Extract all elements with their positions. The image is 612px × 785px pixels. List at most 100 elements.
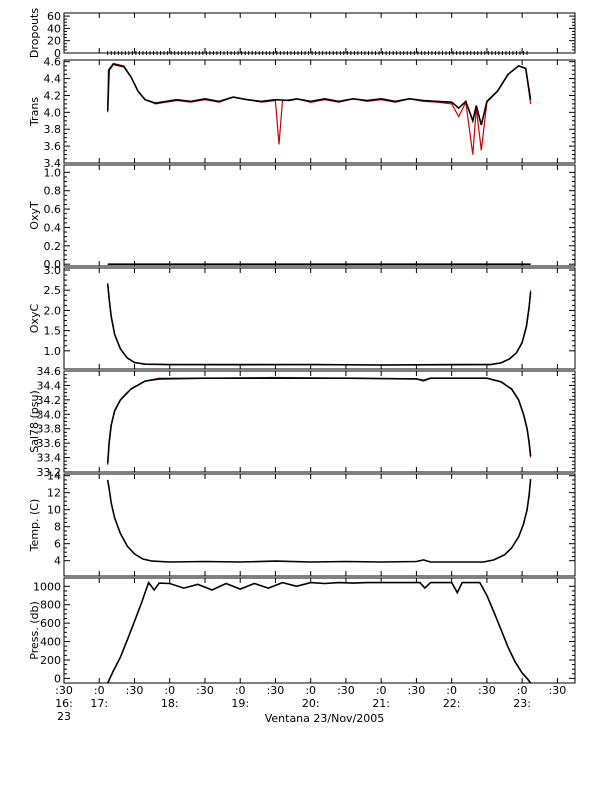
dropout-marker [239, 51, 244, 55]
dropout-marker [362, 51, 367, 55]
dropout-marker [186, 51, 191, 55]
dropout-marker [267, 51, 272, 55]
series-line [107, 62, 532, 155]
dropout-marker [348, 51, 353, 55]
x-tick-label: :30 [478, 684, 496, 697]
y-tick-label: 14 [47, 470, 61, 483]
dropout-marker [384, 51, 389, 55]
y-tick-label: 2.0 [44, 304, 62, 317]
y-tick-label: 2.5 [44, 284, 62, 297]
x-tick-label: :0 [517, 684, 528, 697]
series-line [106, 479, 532, 563]
dropout-marker [158, 51, 163, 55]
dropout-marker [281, 51, 286, 55]
dropout-marker [140, 51, 145, 55]
y-tick-label: 0.0 [44, 258, 62, 271]
x-tick-label: :30 [337, 684, 355, 697]
dropout-marker [112, 51, 117, 55]
dropout-marker [176, 51, 181, 55]
x-tick-label: :0 [94, 684, 105, 697]
y-tick-label: 4.2 [44, 89, 62, 102]
dropout-marker [355, 51, 360, 55]
panel-frame [63, 12, 576, 54]
dropout-marker [151, 51, 156, 55]
y-tick-label: 34.0 [37, 408, 62, 421]
dropout-marker [317, 51, 322, 55]
y-tick-label: 4 [54, 555, 61, 568]
panel-frame [63, 59, 576, 164]
y-axis-label: Temp. (C) [28, 499, 41, 553]
dropout-marker [324, 51, 329, 55]
panel-frame [63, 370, 576, 473]
x-tick-label: :30 [408, 684, 426, 697]
y-tick-label: 34.2 [37, 394, 62, 407]
dropout-marker [169, 51, 174, 55]
dropout-marker [447, 51, 452, 55]
dropout-marker [243, 51, 248, 55]
x-tick-label: :30 [196, 684, 214, 697]
dropout-marker [109, 51, 114, 55]
dropout-marker [207, 51, 212, 55]
dropout-marker [200, 51, 205, 55]
dropout-marker [183, 51, 188, 55]
y-tick-label: 33.2 [37, 466, 62, 479]
dropout-marker [429, 51, 434, 55]
y-tick-label: 8 [54, 521, 61, 534]
y-axis-label: Dropouts [28, 8, 41, 58]
dropout-marker [482, 51, 487, 55]
y-tick-label: 34.6 [37, 365, 62, 378]
y-tick-label: 0.2 [44, 240, 62, 253]
panel-frame [63, 473, 576, 577]
y-tick-label: 40 [47, 22, 61, 35]
y-tick-label: 3.4 [44, 157, 62, 170]
dropout-marker [370, 51, 375, 55]
dropout-marker [465, 51, 470, 55]
dropout-marker [422, 51, 427, 55]
y-tick-label: 0.6 [44, 203, 62, 216]
dropout-marker [514, 51, 519, 55]
dropout-marker [503, 51, 508, 55]
y-tick-label: 400 [40, 636, 61, 649]
dropout-marker [341, 51, 346, 55]
y-tick-label: 800 [40, 599, 61, 612]
series-line [106, 580, 532, 684]
x-tick-label: :0 [164, 684, 175, 697]
dropout-marker [352, 51, 357, 55]
panel-frame [63, 164, 576, 267]
dropout-marker [412, 51, 417, 55]
series-line [106, 63, 532, 126]
x-tick-label: 18: [161, 697, 179, 710]
dropout-marker [144, 51, 149, 55]
y-tick-label: 33.4 [37, 452, 62, 465]
y-tick-label: 200 [40, 654, 61, 667]
dropout-marker [468, 51, 473, 55]
dropout-marker [179, 51, 184, 55]
dropout-marker [440, 51, 445, 55]
x-tick-label: 16: [55, 697, 73, 710]
dropout-marker [119, 51, 124, 55]
dropout-marker [225, 51, 230, 55]
x-tick-label: 22: [443, 697, 461, 710]
x-tick-label: 20: [302, 697, 320, 710]
y-tick-label: 3.0 [44, 264, 62, 277]
dropout-marker [415, 51, 420, 55]
dropout-marker [458, 51, 463, 55]
y-tick-label: 1.5 [44, 325, 62, 338]
y-axis-label: Press. (db) [28, 601, 41, 660]
y-axis-label: OxyC [28, 304, 41, 334]
dropout-marker [221, 51, 226, 55]
dropout-marker [493, 51, 498, 55]
dropout-marker [489, 51, 494, 55]
panel-frame [63, 267, 576, 370]
y-tick-label: 4.6 [44, 56, 62, 69]
dropout-marker [214, 51, 219, 55]
y-tick-label: 34.4 [37, 379, 62, 392]
y-tick-label: 10 [47, 504, 61, 517]
x-tick-label: 23 [57, 710, 71, 723]
y-tick-label: 6 [54, 538, 61, 551]
y-axis-label: Sal78 (psu) [28, 390, 41, 453]
dropout-marker [299, 51, 304, 55]
dropout-marker [274, 51, 279, 55]
dropout-marker [313, 51, 318, 55]
dropout-marker [165, 51, 170, 55]
